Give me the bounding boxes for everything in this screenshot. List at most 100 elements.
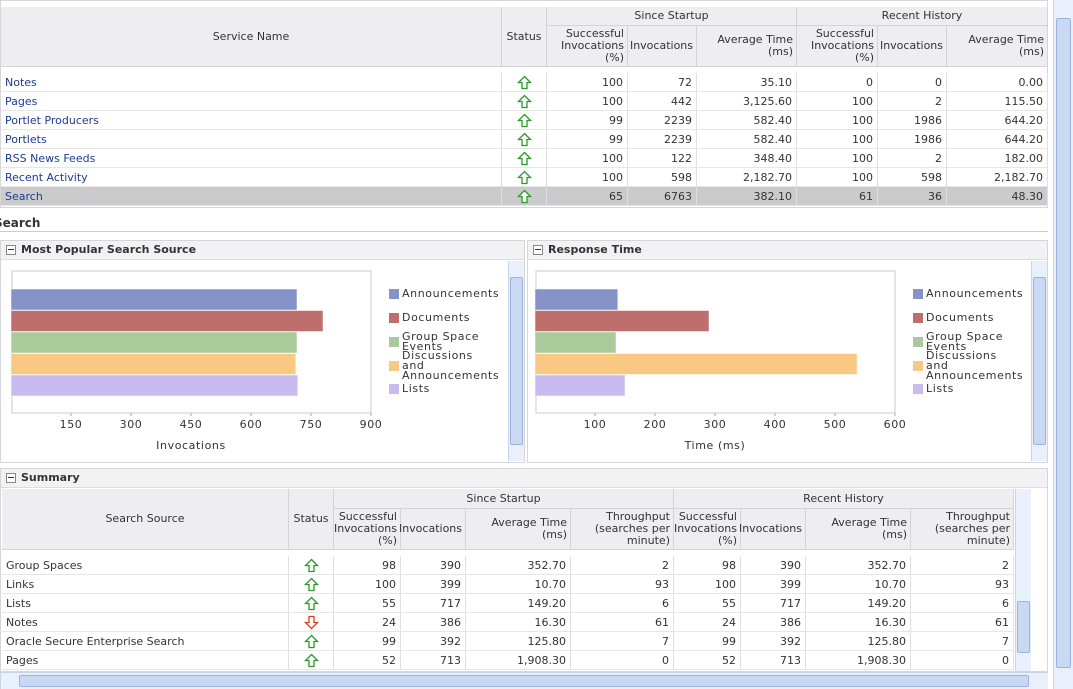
cell: 644.20 — [947, 111, 1048, 130]
row-name: Search — [1, 187, 502, 206]
cell-text: 16.30 — [874, 615, 907, 629]
cell: 2,182.70 — [697, 168, 797, 187]
cell: 392 — [741, 632, 806, 651]
cell: 1986 — [878, 111, 947, 130]
row-name-text: Search — [5, 189, 43, 203]
cell-text: 24 — [382, 615, 396, 629]
cell-text: 2 — [662, 558, 669, 572]
cell: 713 — [401, 651, 466, 670]
panel-header[interactable]: Most Popular Search Source — [1, 241, 524, 260]
cell-text: 399 — [440, 577, 461, 591]
column-header: Status — [502, 7, 547, 67]
cell: 6 — [911, 594, 1014, 613]
row-name-text: Oracle Secure Enterprise Search — [6, 634, 185, 648]
cell-text: 644.20 — [1004, 132, 1044, 146]
cell-text: 149.20 — [867, 596, 907, 610]
row-name: Oracle Secure Enterprise Search — [2, 632, 289, 651]
status-cell — [502, 168, 547, 187]
cell-text: 24 — [722, 615, 736, 629]
cell: 125.80 — [466, 632, 571, 651]
legend-label-text: Discussions and Announcements — [926, 349, 1024, 382]
cell-text: 100 — [852, 132, 873, 146]
group-header-text: Recent History — [881, 9, 963, 22]
cell: 2 — [878, 92, 947, 111]
cell: 0 — [571, 651, 674, 670]
cell-text: 52 — [382, 653, 396, 667]
column-header-text: Successful Invocations (%) — [810, 27, 874, 64]
cell: 99 — [547, 130, 628, 149]
row-name: Pages — [2, 651, 289, 670]
cell-text: 100 — [602, 151, 623, 165]
cell-text: 100 — [375, 577, 396, 591]
cell: 149.20 — [466, 594, 571, 613]
column-header-text: Invocations — [398, 522, 462, 535]
cell-text: 99 — [722, 634, 736, 648]
column-header: Invocations — [878, 26, 947, 67]
scrollbar[interactable] — [508, 261, 524, 461]
cell: 100 — [547, 73, 628, 92]
cell: 61 — [797, 187, 878, 206]
column-header-text: Average Time (ms) — [491, 516, 567, 541]
cell-text: 382.10 — [753, 189, 793, 203]
column-header-text: Invocations — [879, 39, 943, 52]
cell-text: 100 — [602, 170, 623, 184]
cell-text: 55 — [722, 596, 736, 610]
cell-text: 2,182.70 — [994, 170, 1043, 184]
cell: 1,908.30 — [466, 651, 571, 670]
cell-text: 48.30 — [1011, 189, 1044, 203]
cell-text: 2 — [1002, 558, 1009, 572]
cell-text: 1,908.30 — [517, 653, 566, 667]
cell: 10.70 — [466, 575, 571, 594]
cell: 582.40 — [697, 130, 797, 149]
legend-label: Lists — [926, 378, 1022, 400]
cell-text: 99 — [609, 132, 623, 146]
cell: 6 — [571, 594, 674, 613]
cell-text: 392 — [440, 634, 461, 648]
cell-text: 93 — [995, 577, 1009, 591]
column-header-text: Invocations — [629, 39, 693, 52]
column-header: Successful Invocations (%) — [547, 26, 628, 67]
divider — [0, 231, 1048, 232]
group-header: Recent History — [797, 7, 1048, 26]
column-header: Successful Invocations (%) — [674, 509, 741, 550]
cell: 2 — [911, 556, 1014, 575]
cell: 2,182.70 — [947, 168, 1048, 187]
h-scrollbar[interactable] — [0, 672, 1048, 689]
cell-text: 125.80 — [527, 634, 567, 648]
cell-text: 1986 — [914, 113, 942, 127]
page-scrollbar[interactable] — [1053, 0, 1073, 689]
cell-text: 61 — [655, 615, 669, 629]
cell: 98 — [674, 556, 741, 575]
scrollbar[interactable] — [1015, 489, 1031, 671]
cell-text: 6 — [1002, 596, 1009, 610]
cell: 52 — [334, 651, 401, 670]
cell-text: 52 — [722, 653, 736, 667]
status-cell — [289, 575, 334, 594]
status-cell — [502, 92, 547, 111]
panel-header[interactable]: Response Time — [528, 241, 1047, 260]
cell-text: 36 — [928, 189, 942, 203]
cell: 93 — [911, 575, 1014, 594]
column-header: Service Name — [1, 7, 502, 67]
panel-header[interactable]: Summary — [1, 469, 1047, 488]
cell: 352.70 — [806, 556, 911, 575]
cell-text: 717 — [780, 596, 801, 610]
scrollbar[interactable] — [1031, 261, 1047, 461]
row-name: Portlet Producers — [1, 111, 502, 130]
cell: 61 — [571, 613, 674, 632]
legend-label-text: Lists — [402, 382, 430, 395]
cell-text: 717 — [440, 596, 461, 610]
panel-title: Summary — [21, 471, 80, 484]
cell-text: 93 — [655, 577, 669, 591]
cell-text: 2 — [935, 151, 942, 165]
group-header: Recent History — [674, 489, 1014, 509]
cell: 0.00 — [947, 73, 1048, 92]
legend-label-text: Announcements — [402, 287, 500, 300]
cell: 1986 — [878, 130, 947, 149]
cell: 100 — [797, 149, 878, 168]
cell-text: 2239 — [664, 132, 692, 146]
group-header-text: Since Startup — [466, 491, 541, 505]
status-cell — [502, 149, 547, 168]
cell-text: 713 — [440, 653, 461, 667]
